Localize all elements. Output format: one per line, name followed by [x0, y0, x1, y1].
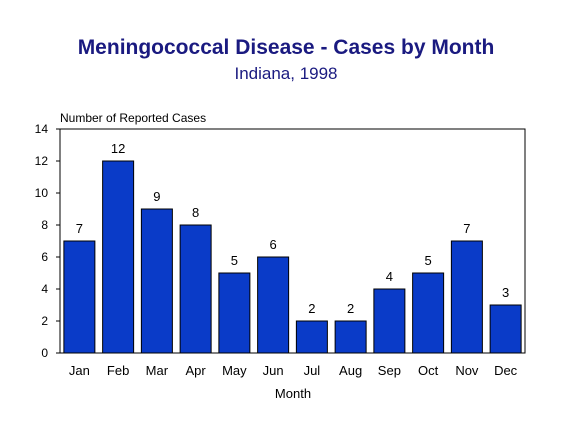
bar-apr — [179, 224, 212, 354]
bar-may — [218, 272, 251, 354]
data-label-nov: 7 — [463, 221, 470, 236]
y-tick-label: 6 — [41, 250, 48, 264]
x-axis-label: Month — [275, 386, 311, 401]
x-tick-label: Sep — [378, 363, 401, 378]
y-axis: 0 2 4 6 8 10 12 14 — [35, 122, 60, 360]
y-axis-label: Number of Reported Cases — [60, 111, 206, 125]
bar-nov — [450, 240, 483, 354]
x-tick-label: Oct — [418, 363, 439, 378]
bar-sep — [373, 288, 406, 354]
y-tick-label: 12 — [35, 154, 49, 168]
y-tick-label: 8 — [41, 218, 48, 232]
x-tick-label: Apr — [186, 363, 207, 378]
x-tick-label: Dec — [494, 363, 518, 378]
chart-subtitle: Indiana, 1998 — [234, 64, 337, 83]
bar-aug — [334, 320, 367, 354]
x-axis: Jan Feb Mar Apr May Jun Jul Aug Sep Oct Nov Dec — [69, 363, 518, 378]
data-label-aug: 2 — [347, 301, 354, 316]
x-tick-label: Mar — [146, 363, 169, 378]
data-label-feb: 12 — [111, 141, 125, 156]
x-tick-label: Feb — [107, 363, 129, 378]
x-tick-label: Jul — [304, 363, 321, 378]
data-label-apr: 8 — [192, 205, 199, 220]
data-label-sep: 4 — [386, 269, 393, 284]
x-tick-label: Nov — [455, 363, 479, 378]
data-label-may: 5 — [231, 253, 238, 268]
bars: 7 12 9 8 5 6 2 2 4 5 7 3 — [63, 141, 522, 354]
bar-jan — [63, 240, 96, 354]
x-tick-label: May — [222, 363, 247, 378]
bar-oct — [412, 272, 445, 354]
chart-title: Meningococcal Disease - Cases by Month — [78, 36, 495, 59]
data-label-dec: 3 — [502, 285, 509, 300]
y-tick-label: 10 — [35, 186, 49, 200]
bar-dec — [489, 304, 522, 354]
bar-feb — [102, 160, 135, 354]
data-label-oct: 5 — [425, 253, 432, 268]
x-tick-label: Aug — [339, 363, 362, 378]
y-tick-label: 14 — [35, 122, 49, 136]
y-tick-label: 4 — [41, 282, 48, 296]
plot-frame — [59, 128, 526, 354]
y-tick-label: 0 — [41, 346, 48, 360]
data-label-mar: 9 — [153, 189, 160, 204]
bar-mar — [140, 208, 173, 354]
data-label-jun: 6 — [270, 237, 277, 252]
x-tick-label: Jan — [69, 363, 90, 378]
y-tick-label: 2 — [41, 314, 48, 328]
data-label-jul: 2 — [308, 301, 315, 316]
bar-jun — [257, 256, 290, 354]
data-label-jan: 7 — [76, 221, 83, 236]
bar-jul — [295, 320, 328, 354]
x-tick-label: Jun — [263, 363, 284, 378]
